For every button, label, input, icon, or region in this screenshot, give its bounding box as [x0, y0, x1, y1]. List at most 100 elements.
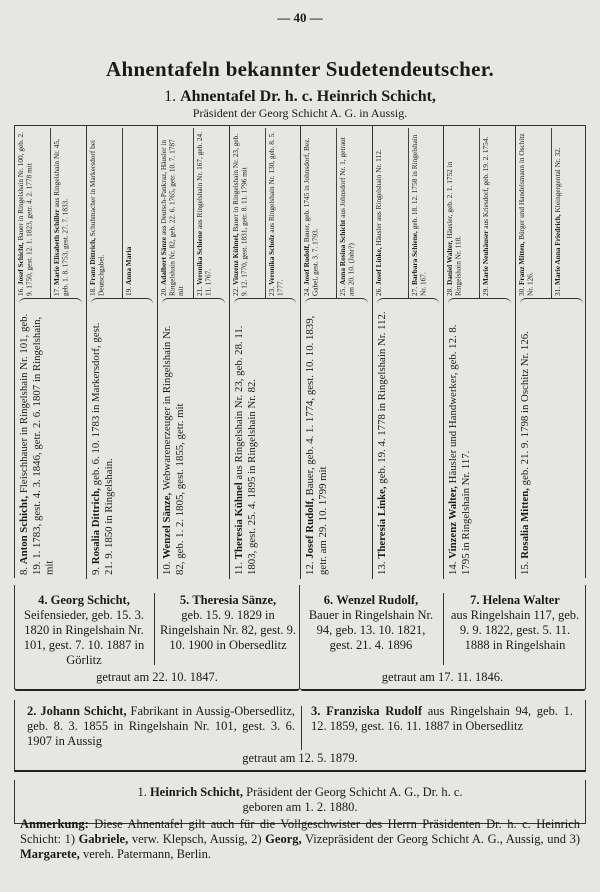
text: Georg,	[265, 832, 302, 846]
person-18: 18. Franz Dittrich, Schuhmacher in Marke…	[87, 128, 122, 296]
person-17: 17. Marie Elisabeth Schiller aus Ringels…	[50, 128, 85, 296]
person-15: 15. Rosalia Mitten, geb. 21. 9. 1798 in …	[519, 310, 585, 575]
proband-box: 1. Heinrich Schicht, Präsident der Georg…	[14, 780, 586, 824]
bracket	[519, 293, 583, 307]
text: 12.	[304, 561, 316, 576]
tree-column-11: 22. Vinzenz Kühnel, Bauer in Ringelshain…	[230, 126, 301, 579]
couple-4-5: 4. Georg Schicht, Seifensieder, geb. 15. …	[14, 585, 300, 691]
text: Häusler aus Ringelshain Nr. 112.	[373, 149, 383, 246]
text: vereh. Patermann, Berlin.	[79, 847, 212, 861]
text: 2.	[27, 704, 37, 718]
page-number: — 40 —	[277, 10, 323, 25]
text: 6.	[323, 593, 334, 607]
ancestor-tree-upper: 16. Josef Schicht, Bauer in Ringelshain …	[14, 125, 588, 579]
text: aus Ringelshain 94, geb. 1. 12. 1859, ge…	[311, 704, 574, 733]
bracket	[90, 293, 153, 307]
text: Theresia Linke,	[375, 486, 388, 559]
person-9: 9. Rosalia Dittrich, geb. 6. 10. 1783 in…	[90, 310, 155, 575]
proband-born: geboren am 1. 2. 1880.	[242, 800, 358, 814]
text: geb. 21. 9. 1798 in Oschitz Nr. 126.	[518, 331, 531, 486]
bracket	[305, 293, 368, 307]
text: 7.	[470, 593, 480, 607]
text: Franz Mitten,	[516, 241, 526, 286]
text: 31.	[553, 286, 563, 296]
person-27: 27. Barbara Schiene, geb. 18. 12. 1758 i…	[407, 128, 443, 296]
person-3: 3. Franziska Rudolf aus Ringelshain 94, …	[311, 704, 573, 734]
marriage-4-5: getraut am 22. 10. 1847.	[96, 670, 218, 684]
text: Veronika Scholz	[266, 234, 276, 286]
text: 4.	[38, 593, 48, 607]
text: 30.	[516, 286, 526, 296]
text: 19.	[123, 286, 133, 296]
person-16: 16. Josef Schicht, Bauer in Ringelshain …	[15, 128, 50, 296]
text: Marie Anna Friedrich,	[553, 214, 563, 286]
text: aus Ringelshain 117, geb. 9. 9. 1822, ge…	[450, 608, 580, 652]
tree-column-10: 20. Adalbert Sänze aus Deutsch-Pankraz, …	[158, 126, 230, 579]
bracket	[162, 293, 225, 307]
text: 11.	[232, 561, 245, 575]
text: Margarete,	[20, 847, 80, 861]
text: 3.	[311, 704, 321, 718]
text: Anton Schicht,	[18, 495, 30, 565]
tree-column-14: 28. Daniel Walter, Häusler, geb. 2. 1. 1…	[444, 126, 516, 579]
chart-subtitle: Präsident der Georg Schicht A. G. in Aus…	[192, 106, 408, 120]
text: 22.	[230, 286, 240, 296]
person-24: 24. Josef Rudolf, Bauer, geb. 1745 in Jo…	[301, 128, 336, 296]
text: Vizepräsident der Georg Schicht A. G., A…	[301, 832, 580, 846]
text: Georg Schicht,	[50, 593, 130, 607]
text: 23.	[266, 286, 276, 296]
person-5: 5. Theresia Sänze, geb. 15. 9. 1829 in Ri…	[159, 593, 297, 653]
text: Josef Linke,	[373, 247, 383, 286]
person-28: 28. Daniel Walter, Häusler, geb. 2. 1. 1…	[444, 128, 479, 296]
person-10: 10. Wenzel Sänze, Webwarenerzeuger in Ri…	[161, 310, 226, 575]
person-20: 20. Adalbert Sänze aus Deutsch-Pankraz, …	[158, 128, 193, 296]
person-8: 8. Anton Schicht, Fleischhauer in Ringel…	[18, 310, 83, 575]
text: 27.	[409, 286, 419, 296]
couple-6-7: 6. Wenzel Rudolf, Bauer in Ringelshain Nr…	[300, 585, 586, 691]
text: aus Kriesdorf, geb. 19. 2. 1754.	[481, 136, 491, 229]
remark: Anmerkung: Diese Ahnentafel gilt auch fü…	[20, 817, 580, 862]
person-30: 30. Franz Mitten, Bürger und Handelsmann…	[516, 128, 552, 296]
text: Präsident der Georg Schicht A. G., Dr. h…	[246, 785, 463, 799]
text: Seifensieder, geb. 15. 3. 1820 in Ringel…	[23, 608, 145, 667]
person-23: 23. Veronika Scholz aus Ringelshain Nr. …	[264, 128, 300, 296]
text: Diese Ahnentafel gilt auch für die Vollg…	[20, 817, 580, 846]
person-21: 21. Veronika Schiene aus Ringelshain Nr.…	[193, 128, 228, 296]
text: Bauer in Ringelshain Nr. 94, geb. 13. 10…	[308, 608, 434, 652]
text: 18.	[87, 286, 97, 296]
person-12: 12. Josef Rudolf, Bauer, geb. 4. 1. 1774…	[304, 310, 369, 575]
text: Kleingergental Nr. 32.	[553, 147, 563, 213]
person-4: 4. Georg Schicht, Seifensieder, geb. 15. …	[19, 593, 149, 668]
divider	[443, 593, 444, 665]
person-2: 2. Johann Schicht, Fabrikant in Aussig-O…	[27, 704, 295, 749]
divider	[301, 706, 302, 750]
text: 8.	[18, 566, 30, 575]
page-title: Ahnentafeln bekannter Sudetendeutscher.	[106, 57, 494, 81]
text: Franziska Rudolf	[326, 704, 423, 718]
bracket	[376, 293, 439, 307]
person-22: 22. Vinzenz Kühnel, Bauer in Ringelshain…	[230, 128, 265, 296]
tree-column-12: 24. Josef Rudolf, Bauer, geb. 1745 in Jo…	[301, 126, 373, 579]
text: Gabriele,	[78, 832, 129, 846]
text: Wenzel Sänze,	[161, 492, 173, 559]
text: Franz Dittrich,	[87, 238, 97, 286]
text: Theresia Kühnel	[232, 482, 245, 560]
text: 9.	[89, 566, 102, 575]
person-25: 25. Anna Rosina Schicht aus Johnsdorf Nr…	[336, 128, 371, 296]
person-26: 26. Josef Linke, Häusler aus Ringelshain…	[373, 128, 408, 296]
text: 10.	[161, 561, 173, 576]
text: Anna Maria	[123, 246, 133, 286]
text: 15.	[518, 561, 531, 576]
text: Wenzel Rudolf,	[336, 593, 419, 607]
text: Anmerkung:	[20, 817, 89, 831]
text: Fabrikant in Aussig-Obersedlitz, geb. 8.…	[27, 704, 296, 748]
tree-column-15: 30. Franz Mitten, Bürger und Handelsmann…	[516, 126, 588, 579]
chart-title: 1. Ahnentafel Dr. h. c. Heinrich Schicht…	[0, 88, 600, 106]
tree-column-13: 26. Josef Linke, Häusler aus Ringelshain…	[373, 126, 444, 579]
divider	[154, 593, 155, 665]
person-14: 14. Vinzenz Walter, Häusler und Handwerk…	[447, 310, 512, 575]
text: 26.	[373, 286, 383, 296]
bracket	[233, 293, 296, 307]
text: Rosalia Dittrich,	[89, 488, 102, 565]
person-31: 31. Marie Anna Friedrich, Kleingergental…	[551, 128, 587, 296]
